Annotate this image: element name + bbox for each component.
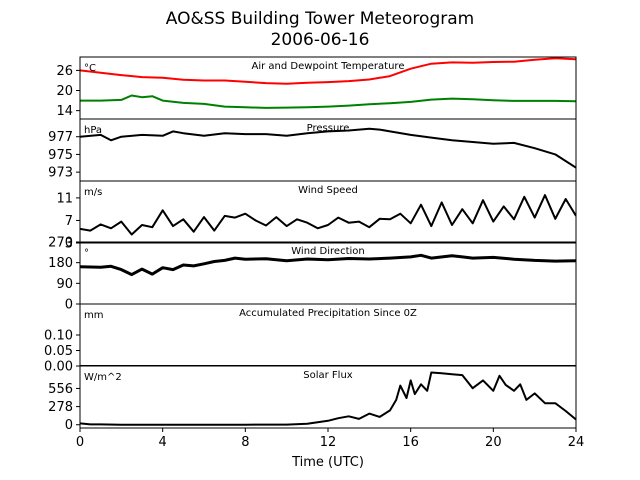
- series-line-temp-0: [80, 57, 576, 85]
- series-line-solar-0: [80, 371, 576, 426]
- panel-pressure: hPa Pressure 973 975 977: [48, 118, 577, 182]
- panel-precip: mm Accumulated Precipitation Since 0Z 0.00…: [44, 303, 577, 375]
- x-tick-label: 12: [320, 435, 337, 450]
- y-tick-label: 7: [65, 214, 73, 229]
- y-tick-label: 26: [56, 64, 73, 79]
- panel-unit-label: mm: [84, 310, 103, 321]
- y-tick-label: 14: [56, 104, 73, 119]
- y-tick-label: 975: [48, 148, 73, 163]
- panel-frame: [79, 180, 577, 244]
- panel-unit-label: °: [84, 248, 89, 259]
- panel-title: Wind Direction: [291, 246, 365, 257]
- y-tick-label: 11: [56, 191, 73, 206]
- y-tick-label: 90: [56, 277, 73, 292]
- series-line-pressure-0: [80, 127, 576, 169]
- x-axis-label: Time (UTC): [291, 455, 364, 470]
- x-tick-label: 24: [568, 435, 585, 450]
- x-tick-label: 8: [241, 435, 249, 450]
- panel-title: Wind Speed: [298, 185, 358, 196]
- y-tick-label: 270: [48, 236, 73, 251]
- panel-wind_speed: m/s Wind Speed 3 7 11: [56, 180, 577, 252]
- panel-unit-label: hPa: [84, 125, 102, 136]
- y-tick-label: 973: [48, 166, 73, 181]
- panel-temp: °C Air and Dewpoint Temperature 14 20 26: [56, 56, 577, 120]
- panel-title: Accumulated Precipitation Since 0Z: [239, 308, 417, 319]
- panel-wind_dir: ° Wind Direction 0 90 180 270: [48, 236, 577, 313]
- panel-unit-label: m/s: [84, 187, 102, 198]
- x-tick-label: 20: [485, 435, 502, 450]
- panels-group: °C Air and Dewpoint Temperature 14 20 26 hPa P…: [44, 56, 577, 433]
- panel-title: Air and Dewpoint Temperature: [252, 61, 405, 72]
- y-tick-label: 556: [48, 382, 73, 397]
- y-tick-label: 0: [65, 298, 73, 313]
- y-tick-label: 20: [56, 84, 73, 99]
- y-tick-label: 977: [48, 130, 73, 145]
- series-line-wind_dir-0: [80, 253, 576, 277]
- x-tick-label: 4: [159, 435, 167, 450]
- y-tick-label: 0.00: [44, 360, 73, 375]
- panel-solar: W/m^2 Solar Flux 0 278 556: [48, 365, 577, 433]
- panel-title: Solar Flux: [303, 370, 353, 381]
- y-tick-label: 0.05: [44, 344, 73, 359]
- y-tick-label: 278: [48, 400, 73, 415]
- chart-title: AO&SS Building Tower Meteorogram: [166, 9, 474, 29]
- panel-unit-label: W/m^2: [84, 372, 122, 383]
- panel-unit-label: °C: [84, 63, 96, 74]
- y-tick-label: 0.10: [44, 329, 73, 344]
- y-tick-label: 3: [65, 237, 73, 252]
- chart-subtitle: 2006-06-16: [271, 30, 370, 50]
- x-axis: 0 4 8 12 16 20 24: [76, 428, 584, 450]
- series-line-temp-1: [80, 94, 576, 109]
- x-tick-label: 16: [402, 435, 419, 450]
- y-tick-label: 0: [65, 418, 73, 433]
- x-tick-label: 0: [76, 435, 84, 450]
- y-tick-label: 180: [48, 256, 73, 271]
- panel-title: Pressure: [307, 123, 350, 134]
- series-line-wind_speed-0: [80, 194, 576, 236]
